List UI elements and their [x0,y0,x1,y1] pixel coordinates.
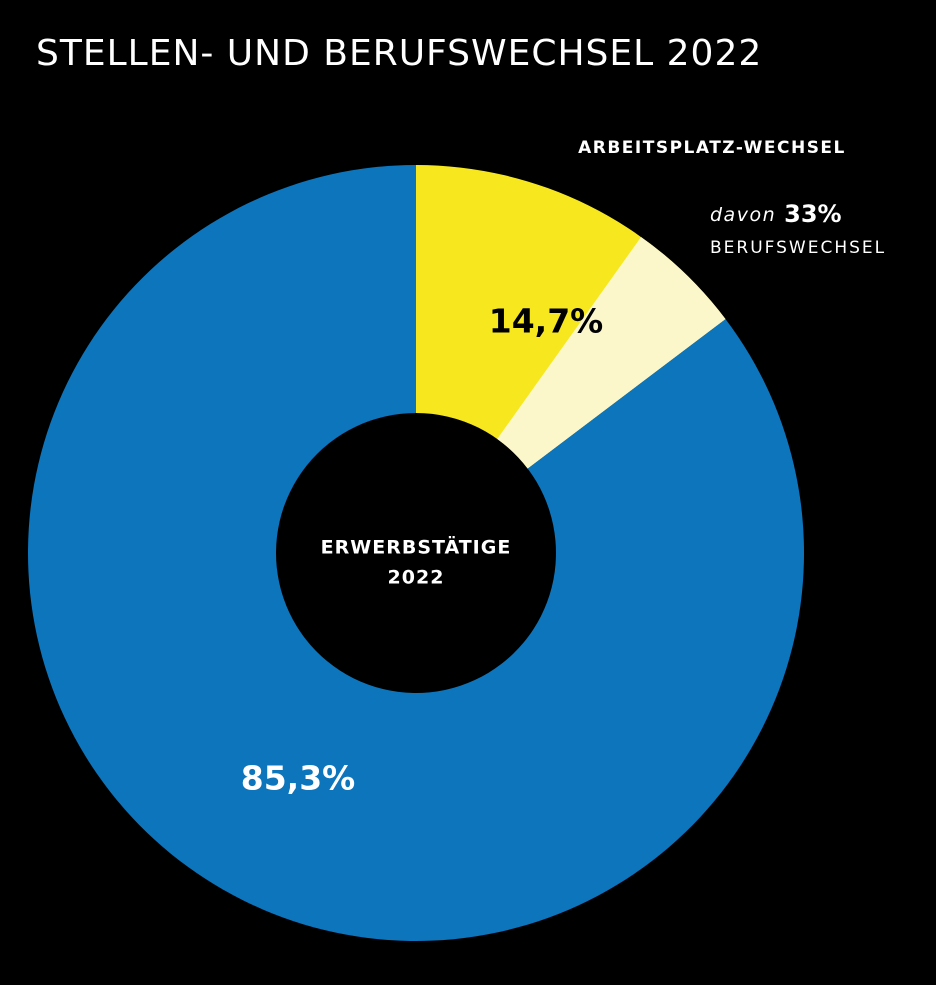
chart-title: STELLEN- UND BERUFSWECHSEL 2022 [36,33,762,74]
donut-sub-segment [497,236,726,469]
donut-segment [416,165,726,469]
segment-value-label: 14,7% [489,302,604,341]
sub-share-name: BERUFSWECHSEL [710,238,886,258]
sub-share-value: 33% [784,200,841,228]
center-label: ERWERBSTÄTIGE [321,535,512,559]
center-label: 2022 [388,567,445,589]
donut-segment [28,165,805,942]
sub-share-prefix: davon [710,204,776,226]
segment-value-label: 85,3% [241,759,356,798]
sub-share-label: davon 33% [710,200,842,228]
segment-name: ARBEITSPLATZ-WECHSEL [578,138,846,158]
